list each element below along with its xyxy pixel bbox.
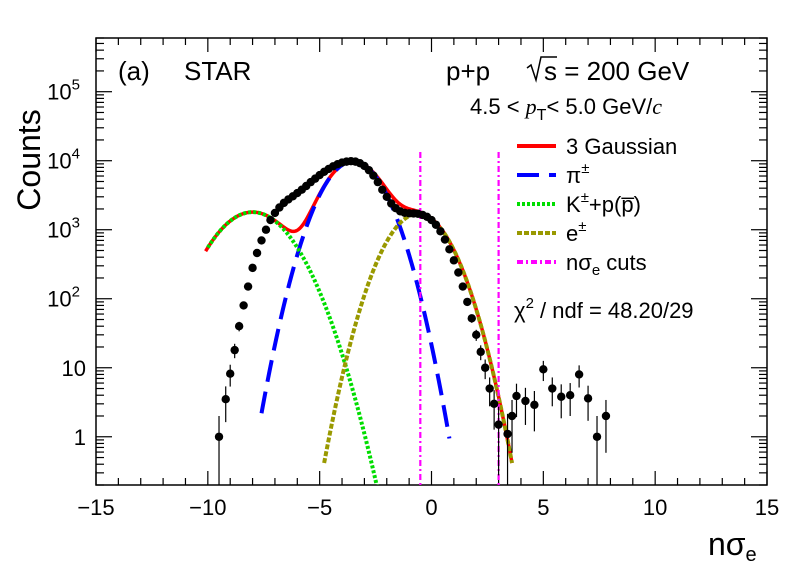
x-tick-label: 10	[643, 495, 667, 520]
data-point	[454, 268, 463, 277]
data-point	[230, 345, 239, 355]
data-point	[226, 369, 235, 378]
y-tick-labels: 1 10 102 103 104 105	[47, 77, 86, 450]
data-point	[583, 394, 593, 403]
data-point	[252, 248, 262, 258]
kp-curve	[206, 210, 379, 485]
data-points	[214, 156, 611, 485]
data-point	[530, 400, 539, 410]
data-point	[234, 322, 244, 331]
data-point	[539, 365, 548, 374]
data-point	[565, 391, 575, 400]
y-tick-label: 1	[74, 425, 86, 450]
data-point	[489, 399, 499, 409]
data-point	[521, 396, 530, 406]
data-point	[214, 432, 224, 441]
data-point	[494, 420, 503, 429]
data-point	[243, 282, 253, 291]
data-point	[369, 171, 378, 180]
nsigma-cut-lines	[419, 152, 500, 485]
y-tick-label: 102	[47, 284, 80, 312]
y-tick-label: 104	[47, 146, 80, 174]
data-point	[431, 220, 441, 229]
data-point	[472, 330, 481, 340]
y-tick-label: 105	[47, 77, 80, 105]
data-point	[257, 236, 266, 245]
data-point	[458, 282, 468, 291]
legend-label-cuts: nσe cuts	[566, 250, 647, 279]
x-tick-label: −5	[307, 495, 332, 520]
fit-curves	[204, 159, 514, 485]
axis-ticks	[95, 37, 768, 486]
data-point	[239, 301, 248, 310]
data-point	[440, 235, 450, 244]
data-point	[592, 432, 602, 441]
sqrt-icon	[526, 56, 557, 83]
energy-label: s = 200 GeV	[544, 56, 690, 86]
x-tick-label: −10	[189, 495, 226, 520]
data-point	[548, 384, 557, 393]
y-tick-label: 10	[62, 356, 86, 381]
legend-label-kp: K±+p(p̅)	[566, 189, 641, 217]
x-tick-label: −15	[77, 495, 114, 520]
data-point	[261, 225, 271, 234]
x-axis-title: nσe	[708, 526, 757, 566]
legend-label-total: 3 Gaussian	[566, 134, 677, 159]
panel-label: (a)	[118, 56, 150, 86]
data-point	[248, 263, 257, 273]
data-point	[449, 256, 459, 265]
data-point	[476, 347, 485, 357]
data-point	[373, 177, 383, 187]
pion-curve	[259, 159, 452, 439]
x-tick-label: 5	[537, 495, 549, 520]
data-point	[382, 192, 391, 201]
data-point	[601, 411, 611, 421]
data-point	[557, 392, 566, 401]
legend-label-electron: e±	[566, 218, 586, 246]
data-point	[436, 227, 445, 236]
legend-label-pion: π±	[566, 160, 589, 188]
y-axis-title: Counts	[11, 109, 47, 210]
data-point	[463, 297, 472, 307]
data-point	[512, 391, 521, 401]
chi2-label: χ2 / ndf = 48.20/29	[514, 295, 694, 323]
data-point	[485, 384, 494, 393]
x-tick-label: 15	[755, 495, 779, 520]
x-tick-labels: −15 −10 −5 0 5 10 15	[77, 495, 779, 520]
pt-range-label: 4.5 < pT< 5.0 GeV/c	[470, 94, 662, 124]
electron-curve	[322, 211, 514, 464]
y-tick-label: 103	[47, 215, 80, 243]
data-point	[507, 411, 517, 421]
data-point	[467, 314, 476, 323]
collision-system: p+p	[446, 56, 490, 86]
experiment-label: STAR	[184, 56, 251, 86]
data-point	[221, 395, 230, 404]
data-point	[378, 185, 387, 194]
data-point	[503, 429, 512, 439]
plot-frame	[95, 37, 768, 486]
data-point	[574, 370, 584, 379]
data-point	[480, 363, 490, 372]
data-point	[266, 215, 275, 225]
data-point	[445, 245, 454, 254]
x-tick-label: 0	[425, 495, 437, 520]
